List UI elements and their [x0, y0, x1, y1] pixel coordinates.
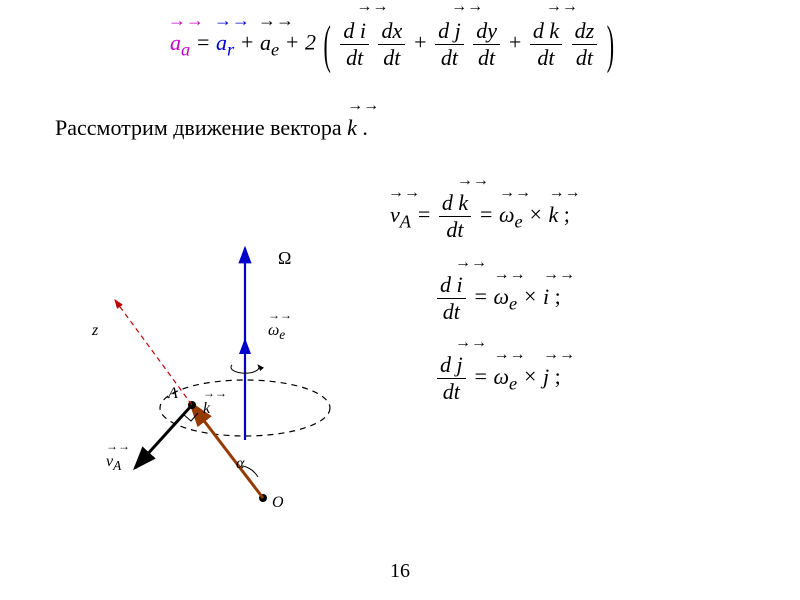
eq-di: → d i dt = → ωe × → i ;: [435, 272, 561, 325]
arrow-over-icon: →: [356, 0, 388, 16]
sym-a-rel: a: [216, 30, 227, 55]
arrow-over-icon: →: [347, 97, 379, 115]
arrow-over-icon: →: [455, 254, 487, 272]
label-Omega: Ω: [278, 248, 291, 269]
z-axis: [115, 300, 192, 405]
vector-diagram: [0, 0, 800, 600]
label-A: A: [168, 385, 178, 403]
label-O: O: [272, 494, 284, 512]
arrow-over-icon: →: [455, 334, 487, 352]
arrow-over-icon: →: [214, 10, 250, 31]
frac-di-dt: → d i dt: [340, 18, 369, 71]
paren-right: ): [607, 13, 614, 75]
arrow-over-icon: →: [106, 439, 130, 454]
frac-dj-dt: → d j dt: [435, 18, 464, 71]
sym-a-ent: a: [260, 30, 271, 55]
text-line: Рассмотрим движение вектора → k .: [55, 115, 368, 141]
page-number: 16: [390, 560, 410, 583]
eq-dj: → d j dt = → ωe × → j ;: [435, 352, 561, 405]
k-vector: [192, 405, 263, 498]
frac-dy-dt: dy dt: [473, 18, 500, 71]
label-omega-e: → ωe: [268, 322, 285, 343]
eq-main: → aa = → ar + → ae + 2 ( → d i dt dx dt …: [170, 18, 616, 71]
trajectory-ellipse: [160, 380, 330, 436]
right-angle-marker: [183, 413, 198, 421]
alpha-arc: [243, 466, 258, 477]
frac-dz-dt: dz dt: [572, 18, 598, 71]
arrow-over-icon: →: [543, 346, 575, 364]
arrow-over-icon: →: [499, 184, 531, 202]
arrow-over-icon: →: [457, 172, 489, 190]
point-A: [188, 401, 196, 409]
arrow-over-icon: →: [451, 0, 483, 16]
label-z: z: [92, 322, 98, 340]
arrow-over-icon: →: [258, 10, 294, 31]
arrow-over-icon: →: [549, 184, 581, 202]
label-k: → k: [203, 400, 210, 418]
arrow-over-icon: →: [493, 266, 525, 284]
arrow-over-icon: →: [268, 308, 292, 323]
arrow-over-icon: →: [546, 0, 578, 16]
label-alpha: α: [236, 455, 244, 473]
sym-a-abs: a: [170, 30, 181, 55]
omega-e-arc: [231, 365, 259, 373]
arrow-over-icon: →: [543, 266, 575, 284]
point-O: [259, 494, 267, 502]
arrow-over-icon: →: [168, 10, 204, 31]
eq-vA: → vA = → d k dt = → ωe × → k ;: [390, 190, 570, 243]
frac-dx-dt: dx dt: [378, 18, 405, 71]
arrow-over-icon: →: [203, 386, 227, 401]
vA-vector: [135, 405, 192, 468]
paren-left: (: [324, 13, 331, 75]
arrow-over-icon: →: [388, 184, 420, 202]
label-vA: → vA: [106, 453, 121, 474]
frac-dk-dt: → d k dt: [530, 18, 562, 71]
arrow-over-icon: →: [493, 346, 525, 364]
